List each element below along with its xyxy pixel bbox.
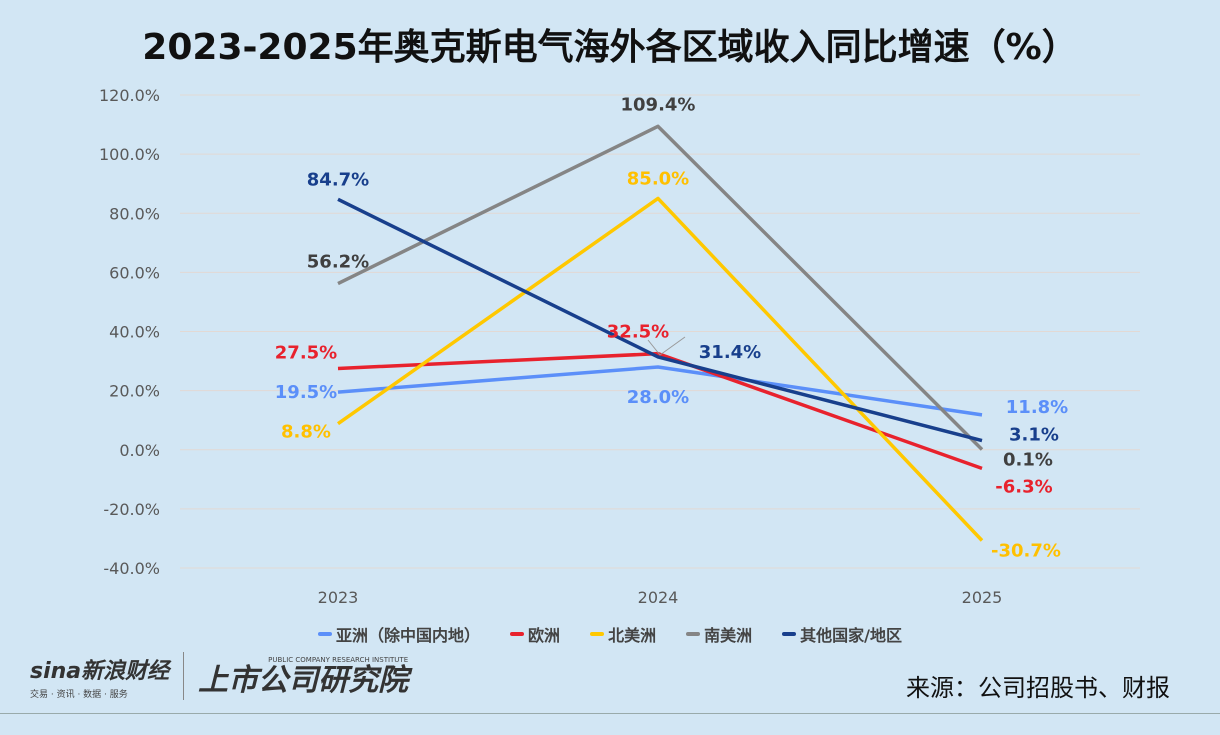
- legend: 亚洲（除中国内地） 欧洲 北美洲 南美洲 其他国家/地区: [0, 622, 1220, 646]
- x-tick-label: 2025: [962, 588, 1003, 607]
- data-label: 32.5%: [607, 322, 669, 343]
- line-chart: -40.0% -20.0% 0.0% 20.0% 40.0% 60.0% 80.0% 100.…: [99, 86, 1140, 607]
- legend-swatch: [510, 632, 525, 636]
- legend-swatch: [318, 632, 333, 636]
- legend-label: 北美洲: [608, 626, 657, 645]
- legend-swatch: [686, 632, 701, 636]
- y-tick-label: 0.0%: [119, 441, 160, 460]
- data-label: 28.0%: [627, 387, 689, 408]
- sina-logo: sina新浪财经 交易 · 资讯 · 数据 · 服务: [30, 653, 169, 700]
- y-tick-label: 20.0%: [109, 382, 160, 401]
- bottom-divider: [0, 713, 1220, 714]
- logo-divider: [183, 652, 185, 700]
- data-label: 85.0%: [627, 168, 689, 189]
- series-line: [337, 351, 983, 471]
- data-label: 31.4%: [699, 342, 761, 363]
- legend-label: 其他国家/地区: [800, 626, 902, 645]
- legend-label: 南美洲: [704, 626, 753, 645]
- data-label: 11.8%: [1006, 397, 1068, 418]
- data-label: 19.5%: [275, 382, 337, 403]
- data-label: 27.5%: [275, 342, 337, 363]
- legend-swatch: [590, 632, 605, 636]
- legend-swatch: [782, 632, 797, 636]
- legend-item: 其他国家/地区: [782, 622, 902, 646]
- institute-logo: PUBLIC COMPANY RESEARCH INSTITUTE 上市公司研究…: [198, 656, 408, 696]
- y-tick-label: 40.0%: [109, 323, 160, 342]
- y-tick-label: 120.0%: [99, 86, 160, 105]
- y-tick-label: 60.0%: [109, 263, 160, 282]
- series-line: [336, 196, 984, 542]
- sina-logo-subtitle: 交易 · 资讯 · 数据 · 服务: [30, 689, 128, 700]
- institute-logo-text: 上市公司研究院: [198, 663, 409, 698]
- data-label: -6.3%: [995, 476, 1052, 497]
- data-label: -30.7%: [991, 541, 1061, 562]
- series-line: [337, 124, 984, 451]
- footer-logos: sina新浪财经 交易 · 资讯 · 数据 · 服务 PUBLIC COMPAN…: [30, 652, 408, 700]
- series-line: [337, 365, 983, 417]
- data-label: 84.7%: [307, 169, 369, 190]
- institute-logo-english: PUBLIC COMPANY RESEARCH INSTITUTE: [268, 656, 409, 664]
- legend-label: 亚洲（除中国内地）: [336, 626, 481, 645]
- sina-logo-text: sina新浪财经: [30, 658, 170, 684]
- legend-item: 亚洲（除中国内地）: [318, 622, 480, 646]
- chart-title: 2023-2025年奥克斯电气海外各区域收入同比增速（%）: [142, 27, 1078, 68]
- data-label: 109.4%: [621, 94, 696, 115]
- x-tick-label: 2024: [638, 588, 679, 607]
- legend-item: 南美洲: [686, 622, 752, 646]
- leader-line: [647, 336, 686, 356]
- y-tick-label: 100.0%: [99, 145, 160, 164]
- y-tick-label: -40.0%: [103, 559, 160, 578]
- data-label: 3.1%: [1009, 425, 1059, 446]
- series-line: [337, 197, 983, 443]
- data-label: 8.8%: [281, 422, 331, 443]
- y-tick-label: 80.0%: [109, 204, 160, 223]
- legend-item: 欧洲: [510, 622, 560, 646]
- x-tick-label: 2023: [318, 588, 359, 607]
- legend-item: 北美洲: [590, 622, 656, 646]
- data-label: 56.2%: [307, 252, 369, 273]
- data-label: 0.1%: [1003, 449, 1053, 470]
- source-note: 来源：公司招股书、财报: [906, 674, 1170, 702]
- legend-label: 欧洲: [528, 626, 561, 645]
- y-tick-label: -20.0%: [103, 500, 160, 519]
